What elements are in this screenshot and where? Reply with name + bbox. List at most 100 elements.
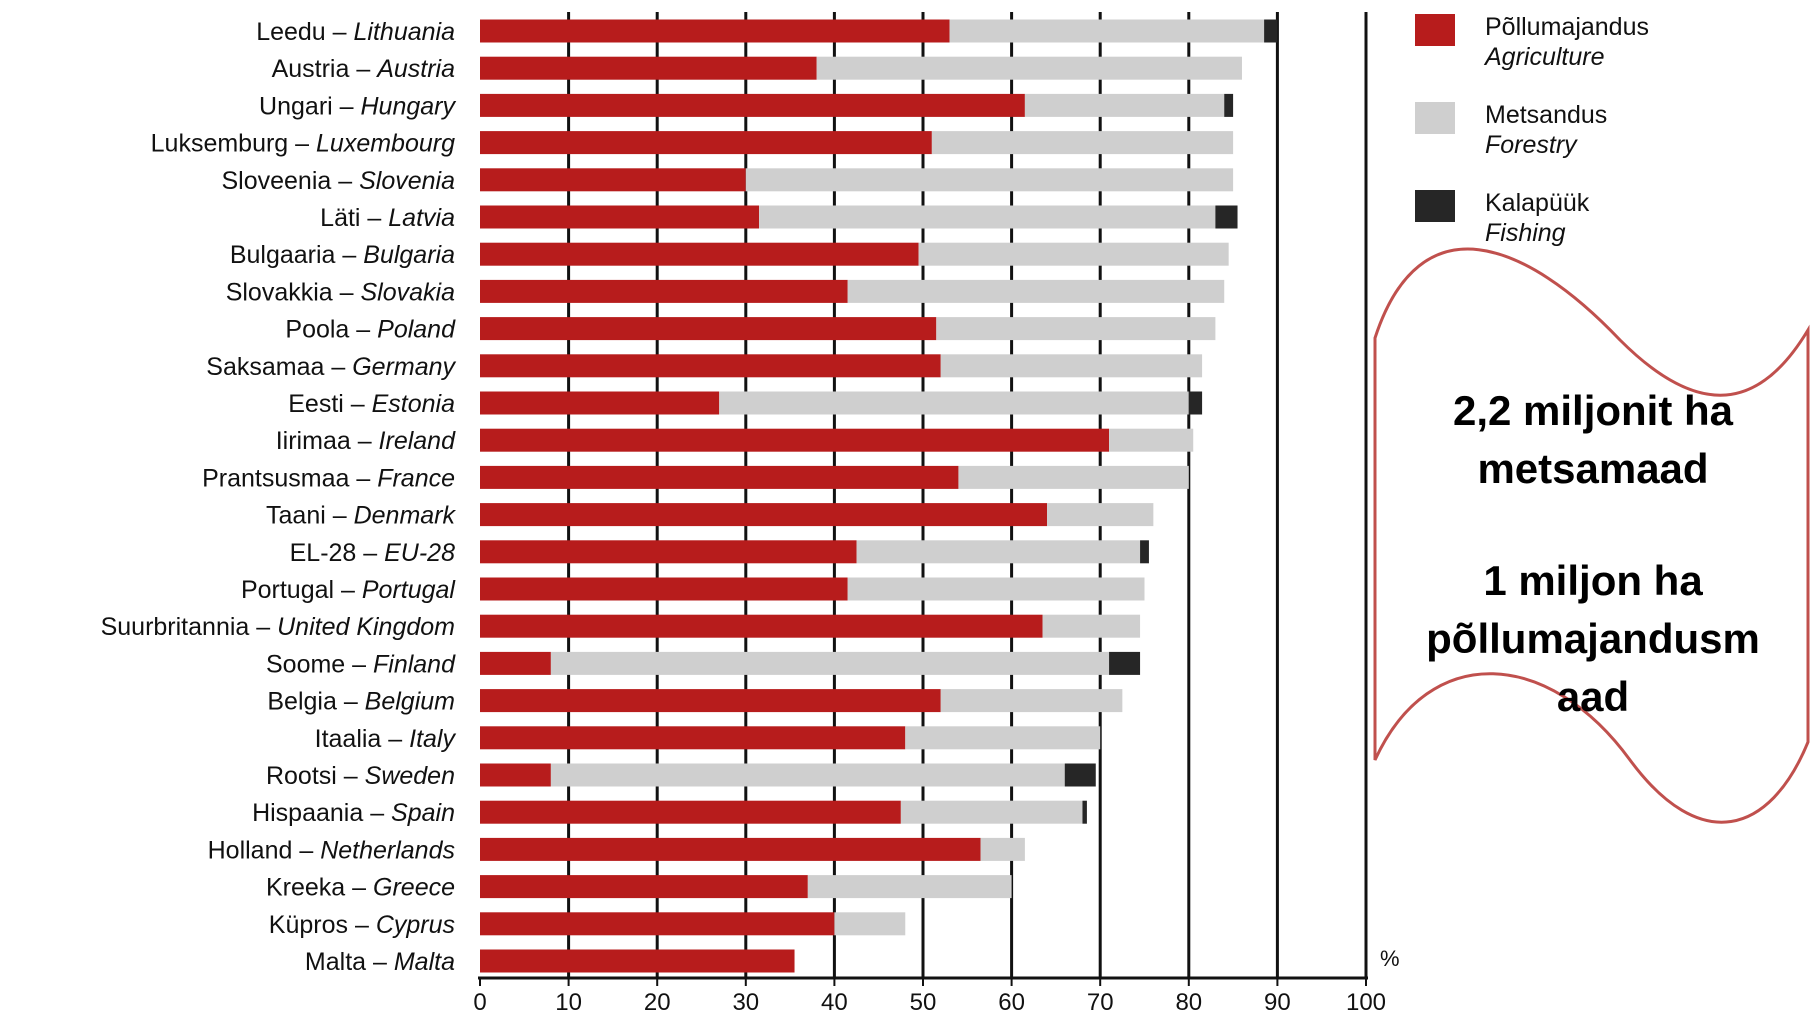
bar-segment bbox=[480, 726, 906, 750]
bar-segment bbox=[1047, 503, 1154, 527]
category-label: Belgia – Belgium bbox=[267, 688, 455, 716]
bar-segment bbox=[900, 800, 1083, 824]
bar-group bbox=[480, 19, 1278, 973]
bar-segment bbox=[958, 465, 1189, 489]
bar-segment bbox=[980, 837, 1025, 861]
category-label: Saksamaa – Germany bbox=[206, 353, 456, 381]
bar-segment bbox=[480, 577, 848, 601]
x-tick-label: 30 bbox=[732, 989, 759, 1016]
category-label: Bulgaaria – Bulgaria bbox=[230, 241, 455, 269]
bar-segment bbox=[480, 131, 932, 155]
bar-segment bbox=[480, 279, 848, 303]
x-tick-label: 90 bbox=[1264, 989, 1291, 1016]
bar-segment bbox=[940, 689, 1123, 713]
x-tick-label: 0 bbox=[473, 989, 486, 1016]
bar-segment bbox=[1140, 540, 1149, 564]
bar-segment bbox=[905, 726, 1101, 750]
bar-segment bbox=[480, 651, 551, 675]
category-labels: Leedu – Lithuania Austria – Austria Ungari… bbox=[101, 18, 457, 976]
callout-line: metsamaad bbox=[1477, 445, 1709, 492]
legend-label: Metsandus bbox=[1485, 101, 1607, 129]
bar-segment bbox=[807, 875, 1012, 899]
category-label: Iirimaa – Ireland bbox=[276, 427, 456, 455]
callout-line: 1 miljon ha bbox=[1483, 557, 1703, 604]
category-label: Holland – Netherlands bbox=[208, 836, 455, 864]
legend-swatch bbox=[1415, 102, 1455, 134]
legend-label-en: Fishing bbox=[1485, 219, 1566, 247]
category-label: Soome – Finland bbox=[266, 650, 456, 678]
bar-segment bbox=[1264, 19, 1278, 43]
legend-swatch bbox=[1415, 14, 1455, 46]
category-label: Taani – Denmark bbox=[266, 502, 456, 530]
category-label: EL-28 – EU-28 bbox=[290, 539, 455, 567]
bar-segment bbox=[480, 93, 1025, 117]
category-label: Sloveenia – Slovenia bbox=[221, 167, 455, 195]
category-label: Portugal – Portugal bbox=[241, 576, 456, 604]
bar-segment bbox=[816, 56, 1242, 80]
bar-segment bbox=[480, 837, 981, 861]
bar-segment bbox=[1064, 763, 1096, 787]
bar-segment bbox=[480, 317, 937, 341]
category-label: Suurbritannia – United Kingdom bbox=[101, 613, 455, 641]
bar-segment bbox=[480, 912, 835, 936]
bar-segment bbox=[1082, 800, 1087, 824]
category-label: Itaalia – Italy bbox=[315, 725, 457, 753]
bar-segment bbox=[931, 131, 1234, 155]
bar-segment bbox=[1024, 93, 1225, 117]
category-label: Leedu – Lithuania bbox=[256, 18, 455, 46]
category-label: Malta – Malta bbox=[305, 948, 455, 976]
x-tick-label: 70 bbox=[1087, 989, 1114, 1016]
bar-segment bbox=[480, 19, 950, 43]
bar-segment bbox=[834, 912, 906, 936]
callout-line: 2,2 miljonit ha bbox=[1452, 387, 1734, 434]
x-tick-label: 60 bbox=[998, 989, 1025, 1016]
category-label: Ungari – Hungary bbox=[259, 92, 456, 120]
x-tick-label: 80 bbox=[1175, 989, 1202, 1016]
bar-segment bbox=[480, 503, 1048, 527]
bar-segment bbox=[856, 540, 1141, 564]
bar-segment bbox=[480, 540, 857, 564]
bar-segment bbox=[480, 428, 1110, 452]
x-tick-label: 40 bbox=[821, 989, 848, 1016]
bar-segment bbox=[1042, 614, 1141, 638]
category-label: Poola – Poland bbox=[285, 316, 456, 344]
bar-segment bbox=[480, 168, 746, 192]
bar-segment bbox=[480, 763, 551, 787]
category-label: Eesti – Estonia bbox=[288, 390, 455, 418]
category-label: Luksemburg – Luxembourg bbox=[151, 130, 455, 158]
legend-label-en: Agriculture bbox=[1483, 43, 1605, 71]
x-axis-unit: % bbox=[1380, 946, 1400, 971]
category-label: Hispaania – Spain bbox=[252, 799, 455, 827]
bar-segment bbox=[480, 205, 760, 229]
bar-segment bbox=[480, 465, 959, 489]
x-axis-ticks: 0 10 20 30 40 50 60 70 80 90 100 bbox=[473, 978, 1386, 1016]
bar-segment bbox=[918, 242, 1229, 266]
bar-segment bbox=[550, 763, 1065, 787]
bar-segment bbox=[480, 354, 941, 378]
bar-segment bbox=[847, 279, 1225, 303]
category-label: Kreeka – Greece bbox=[266, 874, 455, 902]
callout-line: aad bbox=[1556, 673, 1630, 720]
bar-segment bbox=[936, 317, 1216, 341]
bar-segment bbox=[480, 949, 795, 973]
legend-swatch bbox=[1415, 190, 1455, 222]
bar-segment bbox=[480, 614, 1043, 638]
callout-banner bbox=[1373, 247, 1810, 824]
bar-segment bbox=[480, 242, 919, 266]
legend-label-en: Forestry bbox=[1485, 131, 1578, 159]
x-tick-label: 20 bbox=[644, 989, 671, 1016]
category-label: Küpros – Cyprus bbox=[269, 911, 455, 939]
bar-segment bbox=[1215, 205, 1238, 229]
category-label: Rootsi – Sweden bbox=[266, 762, 455, 790]
x-tick-label: 100 bbox=[1346, 989, 1386, 1016]
bar-segment bbox=[480, 875, 808, 899]
bar-segment bbox=[1109, 651, 1141, 675]
legend-label: Põllumajandus bbox=[1485, 13, 1649, 41]
bar-segment bbox=[550, 651, 1110, 675]
bar-segment bbox=[480, 800, 901, 824]
category-label: Prantsusmaa – France bbox=[202, 464, 455, 492]
callout-text: 2,2 miljonit ha metsamaad 1 miljon ha põ… bbox=[1378, 382, 1808, 726]
bar-segment bbox=[1224, 93, 1234, 117]
